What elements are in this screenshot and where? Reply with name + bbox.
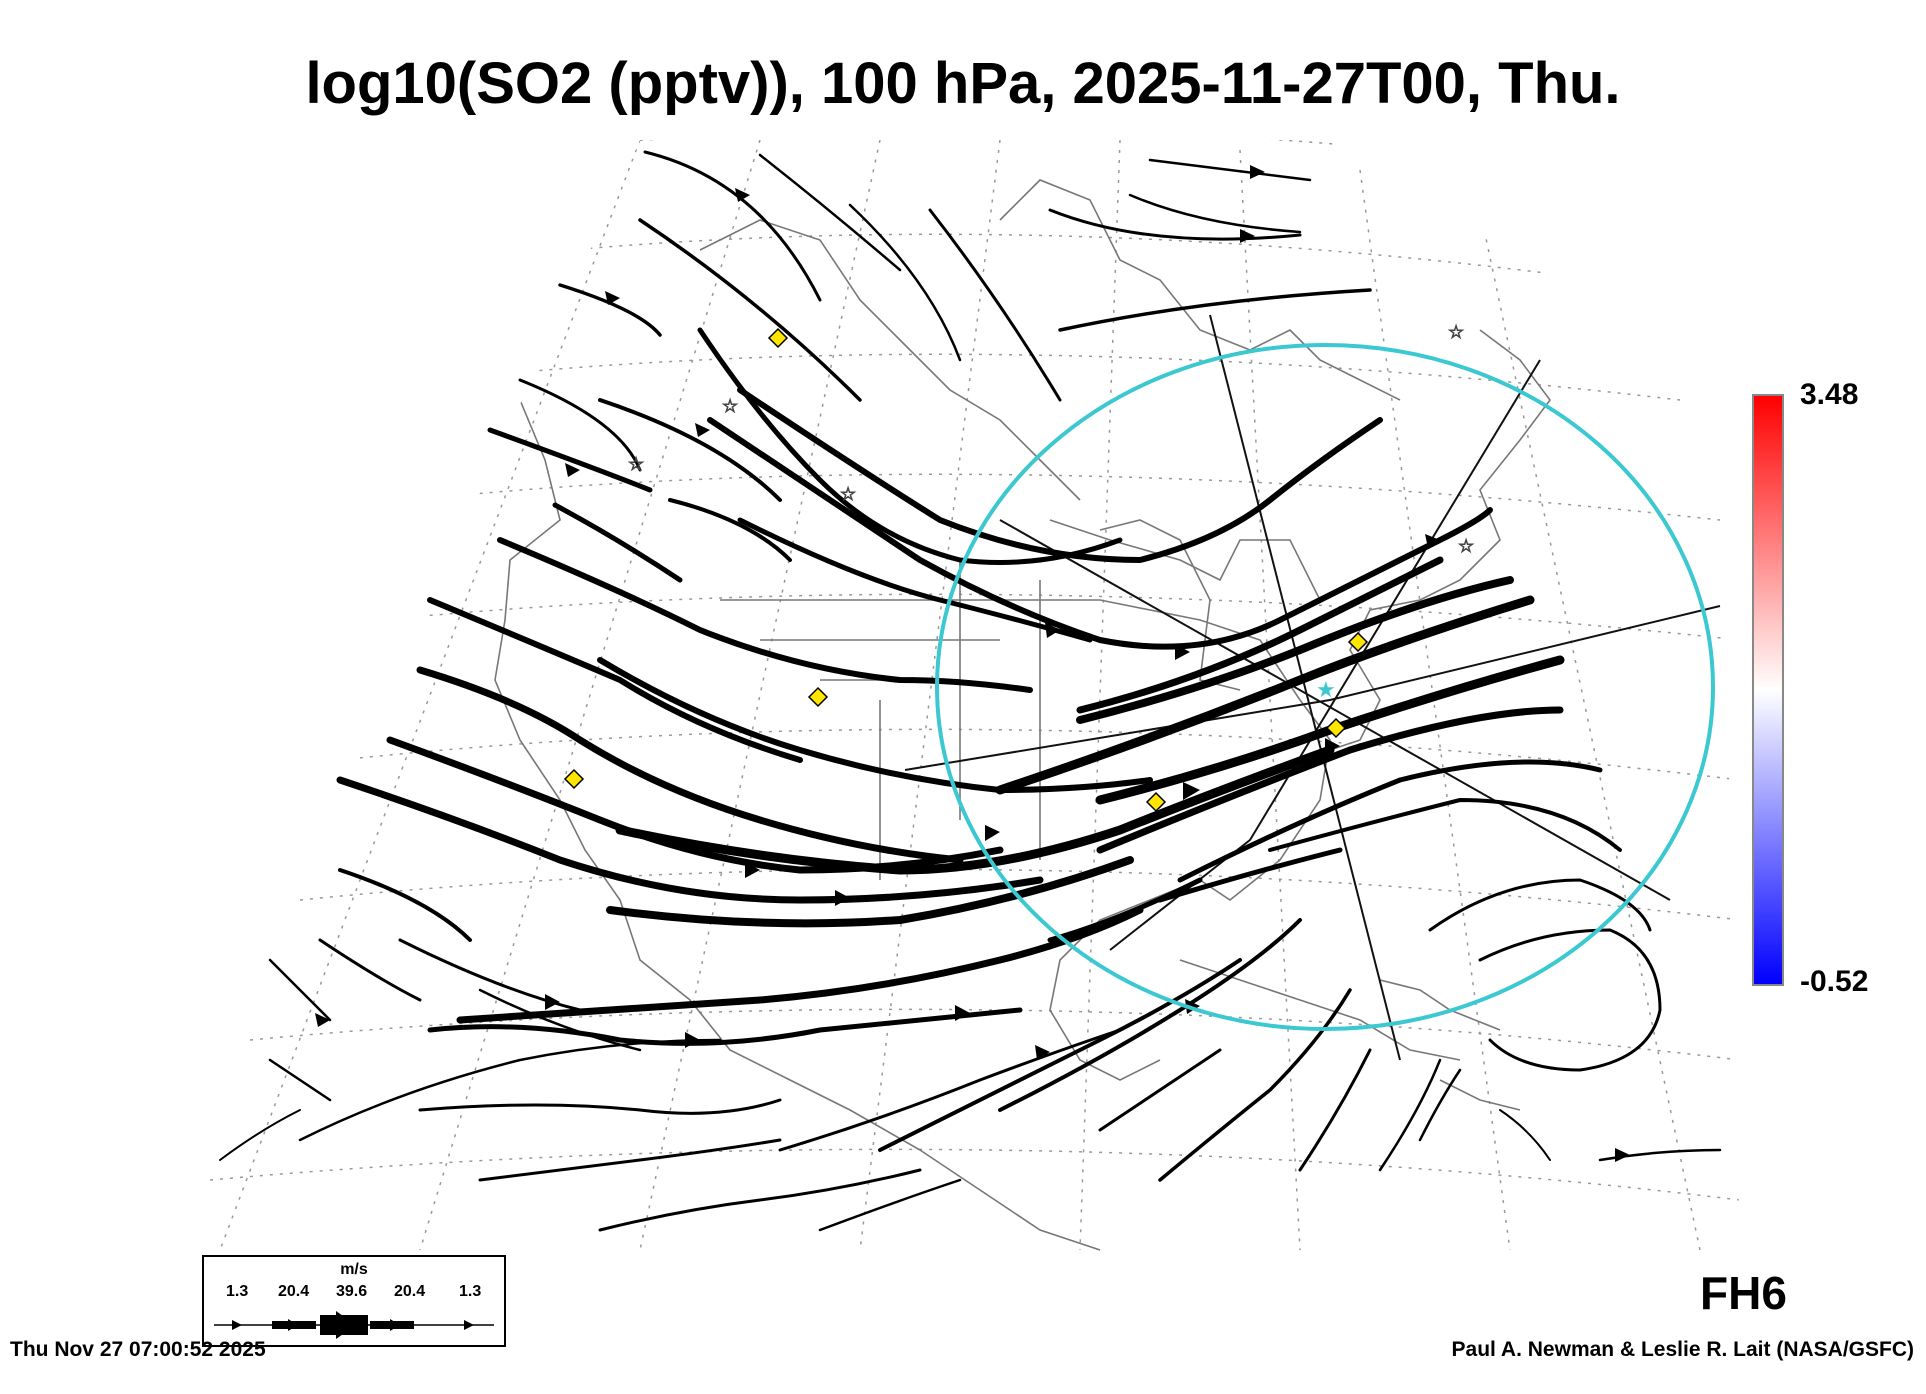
svg-text:☆: ☆ <box>1458 536 1474 557</box>
svg-text:☆: ☆ <box>628 454 644 475</box>
marker-diamond <box>1325 717 1347 739</box>
flow-arrowheads <box>315 165 1630 1162</box>
chart-title: log10(SO2 (pptv)), 100 hPa, 2025-11-27T0… <box>305 51 1621 116</box>
colorbar-min-label: -0.52 <box>1800 965 1869 998</box>
colorbar-max-label: 3.48 <box>1800 378 1859 411</box>
station-stars: ☆ ☆ ☆ ☆ ☆ <box>628 322 1475 558</box>
marker-diamond <box>1145 791 1167 813</box>
legend-speed-label: 1.3 <box>459 1283 482 1300</box>
svg-text:☆: ☆ <box>840 484 856 505</box>
legend-arrow-sample <box>214 1311 494 1339</box>
credit: Paul A. Newman & Leslie R. Lait (NASA/GS… <box>1451 1338 1914 1361</box>
svg-text:☆: ☆ <box>722 396 738 417</box>
legend-speed-label: 20.4 <box>278 1283 310 1300</box>
forecast-hour-label: FH6 <box>1700 1267 1787 1319</box>
svg-text:☆: ☆ <box>1448 322 1464 343</box>
timestamp: Thu Nov 27 07:00:52 2025 <box>10 1338 266 1361</box>
marker-diamond <box>1347 631 1369 653</box>
center-star-icon: ★ <box>1316 678 1336 703</box>
range-ring-ellipse <box>935 343 1715 1031</box>
wind-speed-legend: m/s 1.3 20.4 39.6 20.4 1.3 <box>202 1255 506 1347</box>
legend-speed-label: 39.6 <box>336 1283 368 1300</box>
marker-diamond <box>767 327 789 349</box>
graticule-grid <box>209 140 1740 1251</box>
marker-diamond <box>807 686 829 708</box>
legend-speed-label: 20.4 <box>394 1283 426 1300</box>
coastline <box>494 179 1551 1251</box>
colorbar <box>1752 394 1784 986</box>
trajectory-lines <box>904 314 1721 1061</box>
legend-unit: m/s <box>340 1261 368 1278</box>
marker-diamond <box>563 768 585 790</box>
wind-streamlines <box>219 150 1722 1232</box>
legend-speed-label: 1.3 <box>226 1283 249 1300</box>
source-markers <box>563 327 1369 813</box>
